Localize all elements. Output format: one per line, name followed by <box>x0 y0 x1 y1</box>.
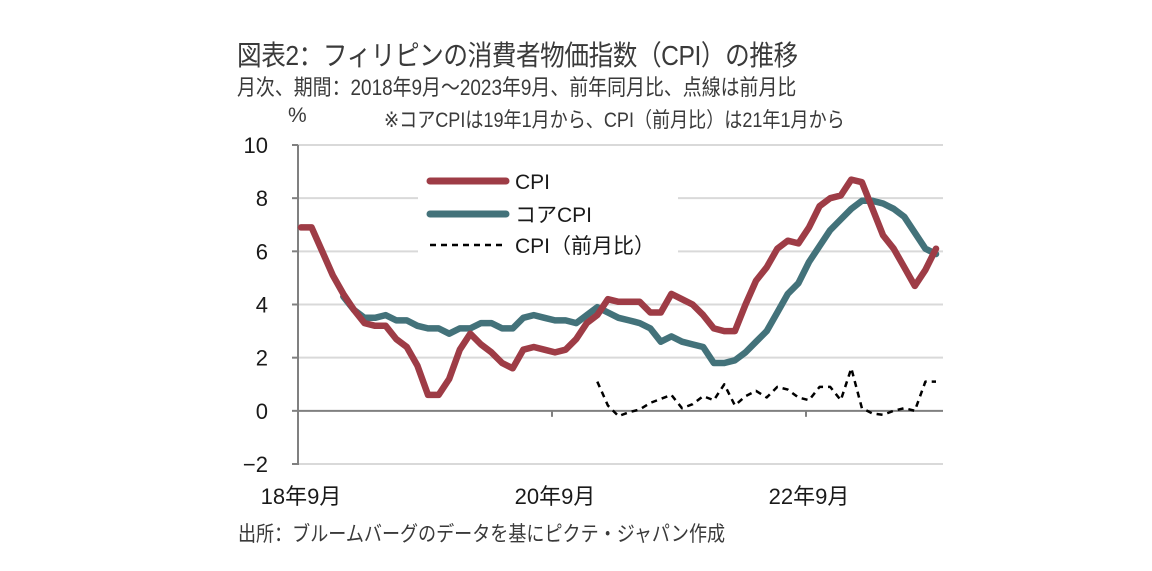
x-tick-label: 18年9月 <box>261 484 342 509</box>
y-tick-label: 4 <box>256 293 268 318</box>
legend-label: CPI（前月比） <box>515 235 655 258</box>
legend-label: コアCPI <box>515 204 592 227</box>
x-tick-label: 20年9月 <box>515 484 596 509</box>
cpi-line <box>297 176 940 399</box>
cpi-mom-line <box>596 367 936 418</box>
legend: CPI コアCPI CPI（前月比） <box>418 166 678 262</box>
y-tick-label: 2 <box>256 346 268 371</box>
y-axis-tick-labels: −2 0 2 4 6 8 10 <box>243 133 268 477</box>
y-tick-label: −2 <box>243 452 268 477</box>
y-tick-label: 0 <box>256 399 268 424</box>
legend-label: CPI <box>515 171 550 194</box>
y-tick-label: 8 <box>256 186 268 211</box>
axes <box>292 144 943 465</box>
x-tick-label: 22年9月 <box>769 484 850 509</box>
x-axis-tick-labels: 18年9月 20年9月 22年9月 <box>261 484 850 509</box>
y-tick-label: 10 <box>244 133 268 158</box>
y-axis-unit-label: % <box>288 104 307 127</box>
chart-title: 図表2：フィリピンの消費者物価指数（CPI）の推移 <box>237 40 798 71</box>
chart-note: ※コアCPIは19年1月から、CPI（前月比）は21年1月から <box>384 109 845 132</box>
core-cpi-line <box>340 197 940 367</box>
chart-subtitle: 月次、期間：2018年9月～2023年9月、前年同月比、点線は前月比 <box>237 75 797 100</box>
series-lines <box>297 176 940 418</box>
y-tick-label: 6 <box>256 239 268 264</box>
source-note: 出所：ブルームバーグのデータを基にピクテ・ジャパン作成 <box>238 523 726 546</box>
